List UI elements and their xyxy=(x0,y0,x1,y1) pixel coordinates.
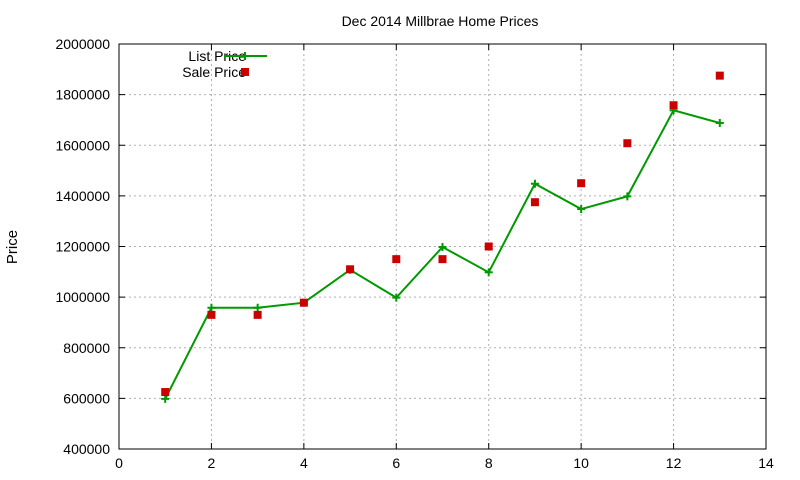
data-point xyxy=(392,293,401,302)
legend: List Price Sale Price xyxy=(182,48,267,80)
y-tick-label: 800000 xyxy=(63,340,110,356)
data-point xyxy=(346,265,355,274)
data-point xyxy=(715,71,724,80)
data-point xyxy=(253,303,262,312)
y-tick-label: 1200000 xyxy=(55,239,110,255)
x-tick-label: 12 xyxy=(666,455,682,471)
x-tick-label: 6 xyxy=(392,455,400,471)
data-point xyxy=(715,118,724,127)
y-tick-label: 1800000 xyxy=(55,87,110,103)
data-point xyxy=(669,101,678,110)
y-axis-label: Price xyxy=(4,230,21,264)
data-point xyxy=(299,298,308,307)
y-tick-label: 1000000 xyxy=(55,289,110,305)
legend-label-sale-price: Sale Price xyxy=(182,64,246,80)
y-tick-label: 1600000 xyxy=(55,137,110,153)
data-point xyxy=(438,255,447,264)
y-tick-label: 2000000 xyxy=(55,36,110,52)
chart-title: Dec 2014 Millbrae Home Prices xyxy=(342,13,539,29)
x-tick-label: 0 xyxy=(115,455,123,471)
x-tick-label: 2 xyxy=(208,455,216,471)
data-point xyxy=(207,303,216,312)
legend-label-list-price: List Price xyxy=(188,48,246,64)
data-point xyxy=(392,255,401,264)
data-point xyxy=(253,310,262,319)
data-point xyxy=(623,139,632,148)
x-tick-label: 10 xyxy=(573,455,589,471)
legend-swatch-list-price xyxy=(224,52,267,60)
data-point xyxy=(161,388,170,397)
x-tick-label: 14 xyxy=(758,455,774,471)
y-tick-label: 400000 xyxy=(63,441,110,457)
axis-ticks: 0 2 4 6 8 10 12 14 400000 600000 800000 1000000 1200… xyxy=(55,36,774,471)
series-1 xyxy=(161,71,724,397)
y-tick-label: 600000 xyxy=(63,390,110,406)
data-point xyxy=(530,179,539,188)
x-tick-label: 8 xyxy=(485,455,493,471)
legend-swatch-sale-price xyxy=(241,68,249,76)
data-point xyxy=(623,192,632,201)
legend-marker xyxy=(241,52,249,60)
series-line xyxy=(164,109,721,400)
data-point xyxy=(438,243,447,252)
data-point xyxy=(484,268,493,277)
x-tick-label: 4 xyxy=(300,455,308,471)
y-tick-label: 1400000 xyxy=(55,188,110,204)
data-point xyxy=(161,394,170,403)
data-series xyxy=(161,71,724,403)
data-point xyxy=(484,242,493,251)
series-0 xyxy=(161,106,724,403)
data-point xyxy=(207,310,216,319)
data-point xyxy=(577,179,586,188)
data-point xyxy=(530,198,539,207)
data-point xyxy=(577,205,586,214)
